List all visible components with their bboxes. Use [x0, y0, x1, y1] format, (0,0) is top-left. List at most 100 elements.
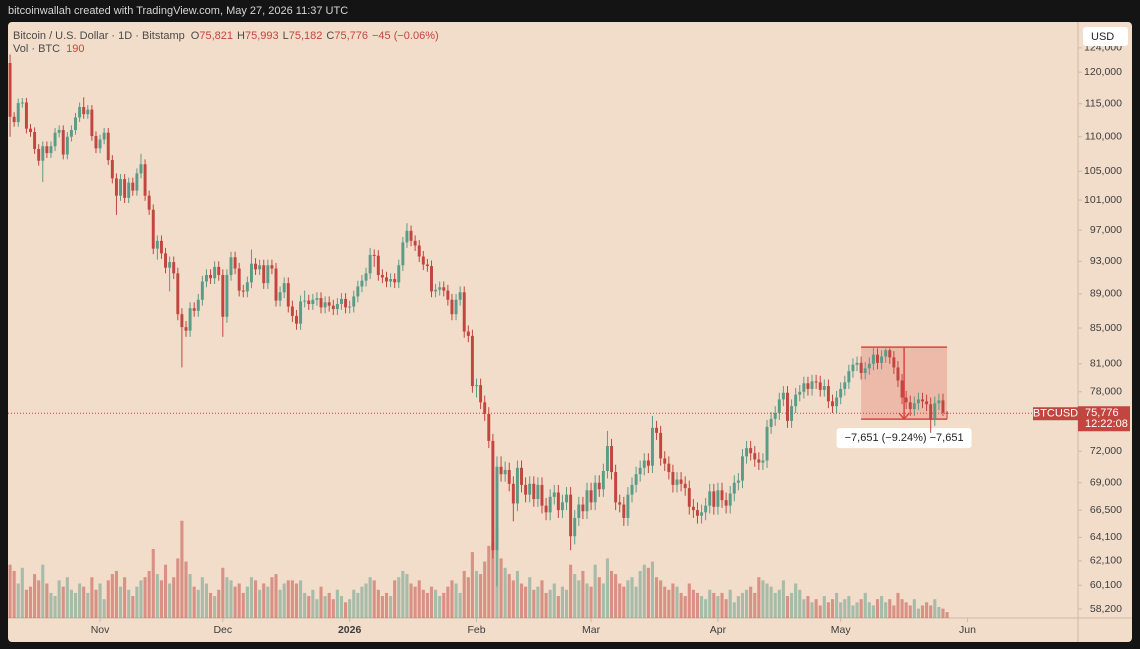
y-tick-label: 64,100	[1090, 531, 1122, 543]
candle-body	[544, 505, 548, 513]
volume-bar	[552, 583, 556, 618]
volume-bar	[368, 577, 372, 618]
volume-bar	[880, 596, 884, 618]
volume-bar	[229, 580, 233, 618]
ohlc-key: O	[191, 30, 200, 42]
currency[interactable]: USD	[1091, 31, 1114, 43]
candle-body	[233, 257, 237, 269]
volume-bar	[945, 612, 949, 618]
volume-bar	[315, 599, 319, 618]
candle-body	[12, 116, 16, 123]
volume-bar	[700, 596, 704, 618]
candle-body	[450, 299, 454, 315]
y-tick-label: 93,000	[1090, 255, 1122, 267]
volume-bar	[679, 592, 683, 618]
candle-body	[131, 182, 135, 191]
volume-bar	[413, 586, 417, 618]
candle-body	[761, 460, 765, 463]
candle-body	[822, 386, 826, 390]
candle-body	[851, 364, 855, 372]
volume-bar	[446, 586, 450, 618]
x-tick-label: May	[831, 624, 852, 636]
candle-body	[311, 299, 315, 304]
candle-body	[749, 448, 753, 454]
symbol-tag	[1033, 407, 1078, 421]
candle-body	[929, 404, 933, 419]
currency-button[interactable]	[1083, 27, 1128, 46]
volume-bar	[544, 592, 548, 618]
volume-bar	[470, 552, 474, 618]
x-tick-label: Dec	[213, 624, 232, 636]
volume-bar	[810, 602, 814, 618]
candle-body	[114, 178, 118, 196]
candle-body	[835, 397, 839, 407]
candle-body	[94, 136, 98, 149]
candle-body	[172, 262, 176, 274]
candle-body	[757, 459, 761, 463]
volume-bar	[724, 599, 728, 618]
volume-bar	[667, 589, 671, 618]
candle-body	[466, 331, 470, 336]
volume-bar	[519, 583, 524, 618]
volume-bar	[937, 607, 941, 618]
volume-bar	[155, 574, 159, 618]
volume-bar	[712, 592, 716, 618]
volume-bar	[438, 596, 442, 618]
volume-bar	[204, 583, 209, 618]
volume-bar	[192, 586, 196, 618]
candle-body	[53, 132, 57, 147]
x-tick-label: Jun	[959, 624, 976, 636]
price-change: −45 (−0.06%)	[372, 30, 439, 42]
volume-bar	[659, 580, 663, 618]
candle-body	[540, 484, 544, 506]
candle-body	[716, 490, 720, 507]
candle-body	[294, 315, 298, 324]
volume-bar	[769, 586, 773, 618]
volume-bar	[159, 580, 163, 618]
candle-body	[581, 504, 585, 512]
volume-bar	[892, 605, 896, 618]
volume-bar	[528, 577, 532, 618]
candle-body	[884, 350, 888, 357]
ohlc-value: 75,182	[289, 30, 323, 42]
candle-body	[397, 265, 401, 283]
candle-body	[765, 426, 769, 461]
candle-body	[532, 483, 536, 500]
volume-bar	[491, 542, 495, 618]
candle-body	[290, 306, 294, 316]
candle-body	[262, 265, 266, 284]
volume-bar	[57, 580, 61, 618]
volume-bar	[61, 586, 65, 618]
candle-body	[908, 402, 912, 410]
x-tick-label: Apr	[710, 624, 727, 636]
volume-bar	[929, 605, 933, 618]
volume-bar	[483, 561, 487, 618]
y-tick-label: 58,200	[1090, 603, 1122, 615]
candle-body	[348, 306, 352, 308]
volume-bar	[818, 605, 822, 618]
candle-body	[728, 493, 732, 506]
volume-bar	[622, 586, 626, 618]
candle-body	[78, 107, 82, 118]
candle-body	[155, 240, 159, 249]
x-tick-label: Nov	[91, 624, 110, 636]
candle-body	[356, 286, 360, 297]
candle-body	[401, 242, 405, 266]
volume-bar	[646, 567, 650, 618]
candle-layer	[8, 54, 1078, 587]
candle-body	[159, 240, 163, 254]
volume-bar	[597, 577, 601, 618]
volume-bar	[585, 583, 589, 618]
candle-body	[475, 385, 478, 387]
candle-body	[904, 397, 908, 403]
candle-body	[781, 392, 785, 400]
candle-body	[687, 488, 691, 507]
candle-body	[200, 281, 204, 300]
y-tick-label: 66,500	[1090, 504, 1122, 516]
chart-title: Bitcoin / U.S. Dollar · 1D · Bitstamp	[13, 30, 185, 42]
volume-bar	[208, 592, 213, 618]
candle-body	[871, 354, 875, 364]
candle-body	[307, 300, 311, 304]
volume-bar	[454, 583, 458, 618]
